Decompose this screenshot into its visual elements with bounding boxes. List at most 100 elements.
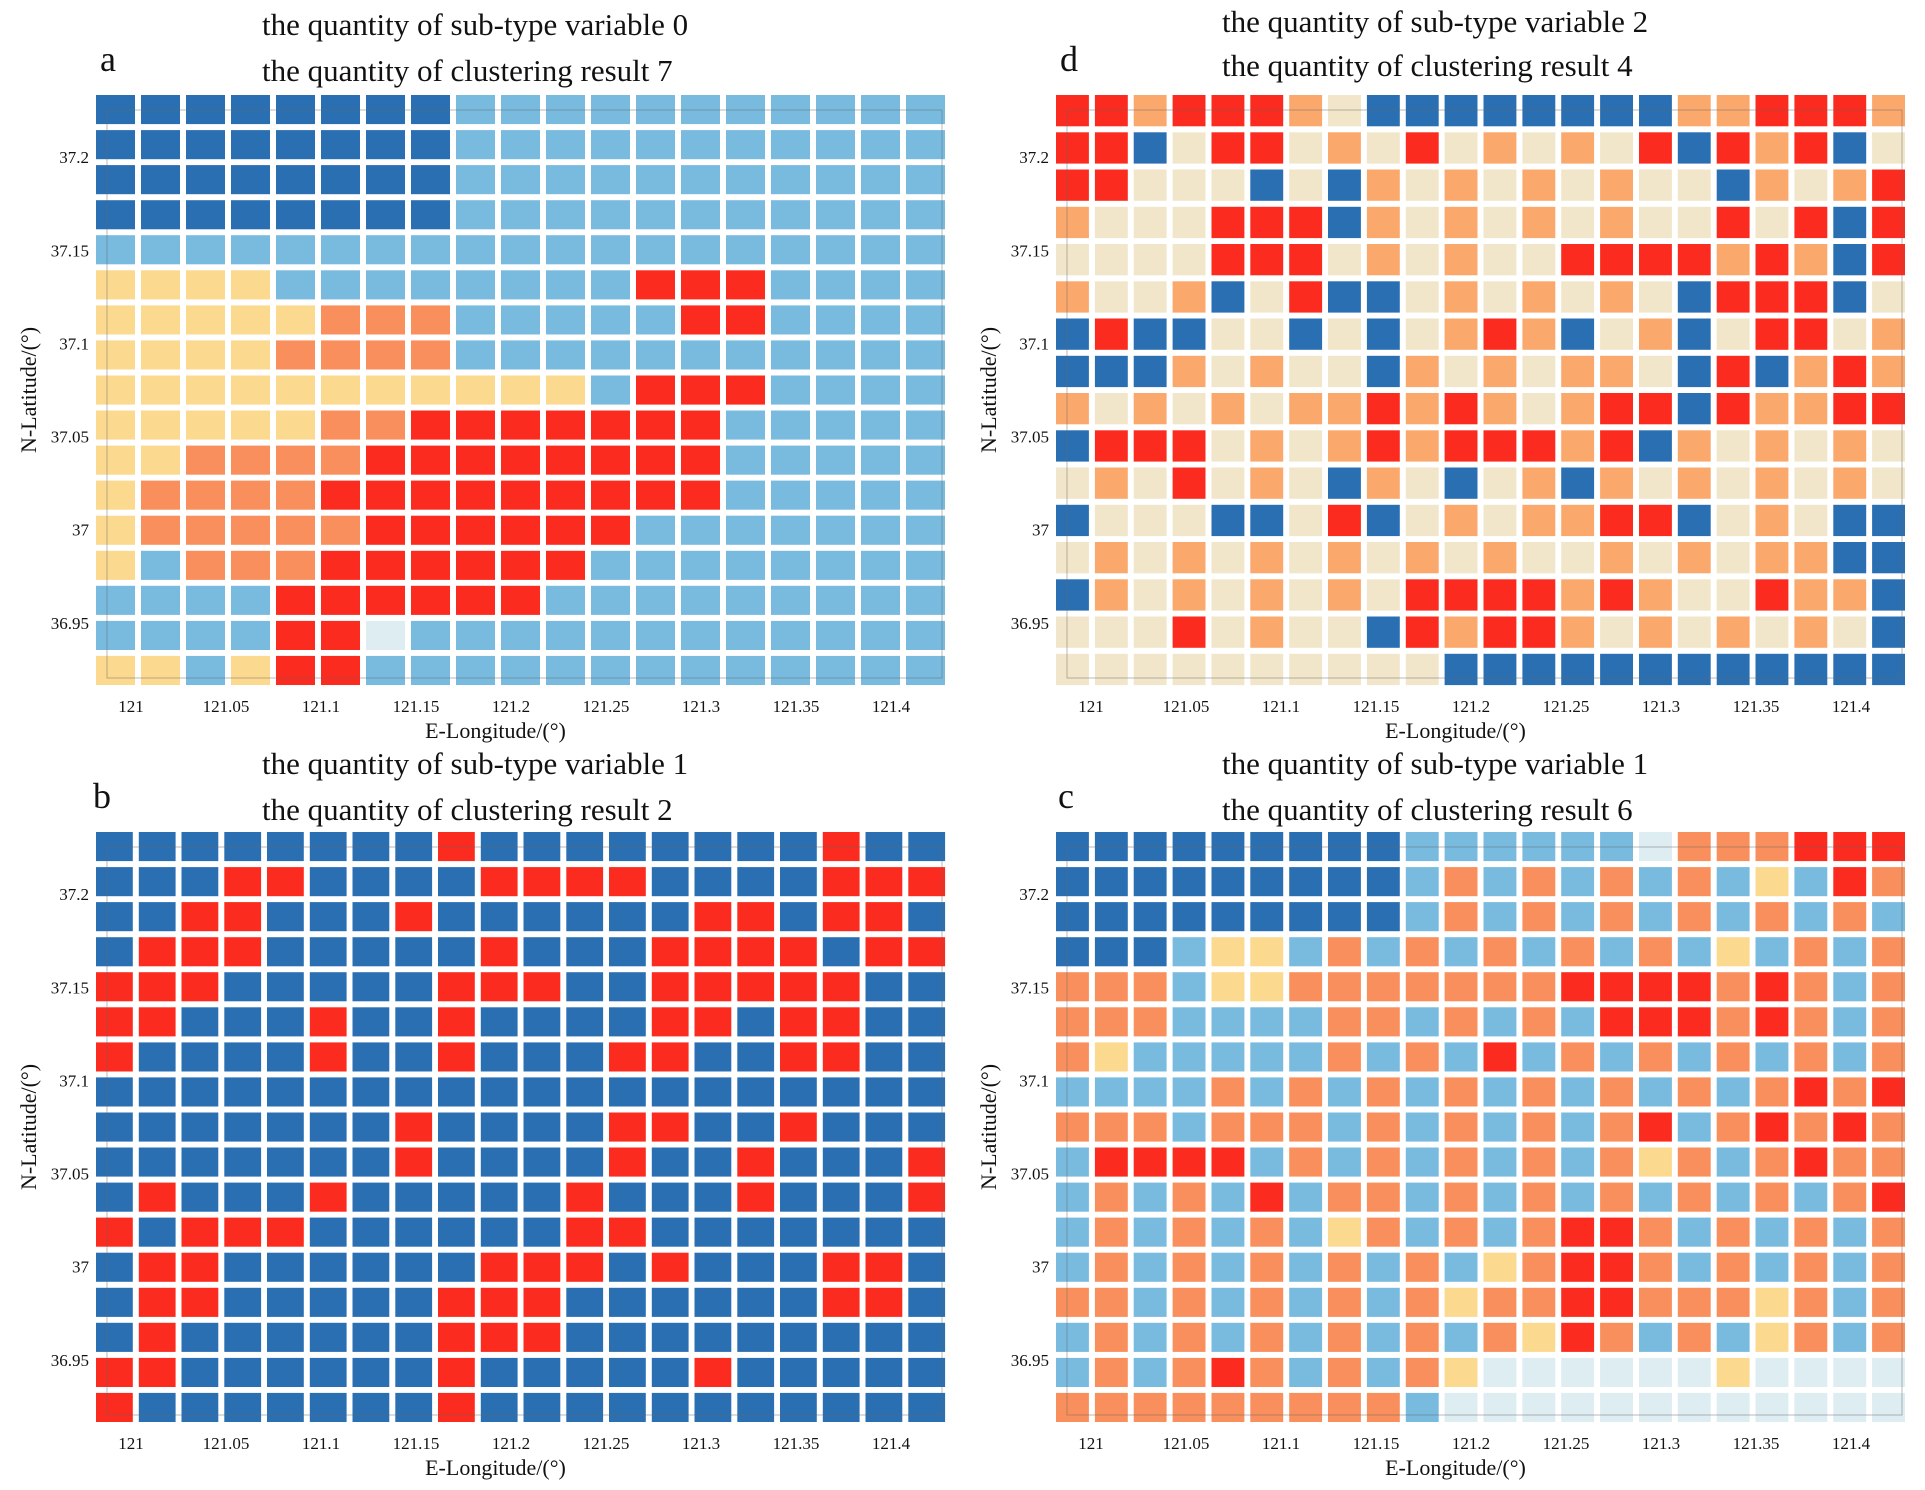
grid-cell <box>1716 206 1750 239</box>
grid-cell <box>411 375 450 405</box>
grid-cell <box>1561 244 1595 276</box>
grid-cell <box>480 1322 518 1352</box>
grid-cell <box>1405 579 1439 611</box>
grid-cell <box>1289 355 1323 388</box>
grid-cell <box>1833 169 1867 201</box>
grid-cell <box>546 165 585 195</box>
grid-cell <box>1444 1182 1478 1212</box>
grid-cell <box>1211 902 1245 932</box>
grid-cell <box>861 480 900 510</box>
grid-cell <box>1405 1042 1439 1072</box>
panel-d-title-line1: the quantity of sub-type variable 2 <box>1222 4 1649 39</box>
grid-cell <box>1639 430 1672 462</box>
grid-cell <box>546 340 585 370</box>
grid-cell <box>267 1287 304 1317</box>
panel-c-title-line1: the quantity of sub-type variable 1 <box>1222 746 1649 781</box>
grid-cell <box>1405 867 1439 897</box>
grid-cell <box>908 902 946 932</box>
grid-cell <box>96 375 135 405</box>
grid-cell <box>1444 355 1478 388</box>
y-axis-label: N-Latitude/(°) <box>976 327 1001 453</box>
grid-cell <box>566 1007 604 1037</box>
grid-cell <box>1405 1322 1439 1352</box>
grid-cell <box>681 445 720 475</box>
grid-cell <box>411 305 450 335</box>
grid-cell <box>1483 393 1517 425</box>
grid-cell <box>267 1007 304 1037</box>
grid-cell <box>609 1287 646 1317</box>
grid-cell <box>1755 1147 1789 1177</box>
grid-cell <box>1639 616 1672 648</box>
grid-cell <box>1094 281 1128 313</box>
grid-cell <box>1133 1322 1167 1352</box>
grid-cell <box>566 1322 604 1352</box>
grid-cell <box>1172 281 1206 313</box>
grid-cell <box>1133 579 1167 611</box>
grid-cell <box>395 867 433 897</box>
grid-cell <box>1444 902 1478 932</box>
grid-cell <box>523 1287 561 1317</box>
grid-cell <box>267 937 304 967</box>
grid-cell <box>1833 504 1867 537</box>
grid-cell <box>908 1392 946 1422</box>
grid-cell <box>1094 1007 1128 1037</box>
grid-cell <box>1133 1252 1167 1282</box>
grid-cell <box>780 867 817 897</box>
grid-cell <box>224 867 262 897</box>
grid-cell <box>737 867 775 897</box>
grid-cell <box>771 375 810 405</box>
grid-cell <box>816 130 855 160</box>
grid-cell <box>1716 1252 1750 1282</box>
grid-cell <box>138 832 176 862</box>
grid-cell <box>1172 616 1206 648</box>
grid-cell <box>96 1287 133 1317</box>
grid-cell <box>1056 1042 1089 1072</box>
grid-cell <box>1833 281 1867 313</box>
grid-cell <box>1794 937 1828 967</box>
grid-cell <box>395 1252 433 1282</box>
grid-cell <box>309 937 347 967</box>
grid-cell <box>1561 206 1595 239</box>
grid-cell <box>1755 504 1789 537</box>
grid-cell <box>1172 1042 1206 1072</box>
grid-cell <box>1833 542 1867 574</box>
grid-cell <box>906 130 945 160</box>
grid-cell <box>1328 1077 1361 1107</box>
grid-cell <box>1639 169 1672 201</box>
grid-cell <box>1872 1287 1905 1317</box>
grid-cell <box>1366 867 1400 897</box>
grid-cell <box>438 1007 475 1037</box>
grid-cell <box>1600 244 1633 276</box>
grid-cell <box>908 832 946 862</box>
grid-cell <box>726 550 765 580</box>
grid-cell <box>1677 1147 1711 1177</box>
grid-cell <box>501 445 540 475</box>
grid-cell <box>309 1042 347 1072</box>
grid-cell <box>1483 206 1517 239</box>
grid-cell <box>546 270 585 300</box>
grid-cell <box>186 200 225 230</box>
grid-cell <box>1677 1077 1711 1107</box>
grid-cell <box>1444 972 1478 1002</box>
grid-cell <box>138 972 176 1002</box>
grid-cell <box>309 1147 347 1177</box>
grid-cell <box>1561 1042 1595 1072</box>
grid-cell <box>1561 902 1595 932</box>
grid-cell <box>1600 1357 1633 1387</box>
grid-cell <box>96 1252 133 1282</box>
grid-cell <box>321 480 360 510</box>
y-tick-label: 36.95 <box>51 1351 89 1370</box>
grid-cell <box>309 1392 347 1422</box>
grid-cell <box>96 867 133 897</box>
grid-cell <box>1211 1357 1245 1387</box>
grid-cell <box>591 445 630 475</box>
grid-cell <box>438 1217 475 1247</box>
grid-cell <box>681 480 720 510</box>
grid-cell <box>726 515 765 545</box>
grid-cell <box>861 515 900 545</box>
grid-cell <box>1561 972 1595 1002</box>
grid-cell <box>276 165 315 195</box>
grid-cell <box>591 200 630 230</box>
grid-cell <box>861 130 900 160</box>
grid-cell <box>1716 1077 1750 1107</box>
